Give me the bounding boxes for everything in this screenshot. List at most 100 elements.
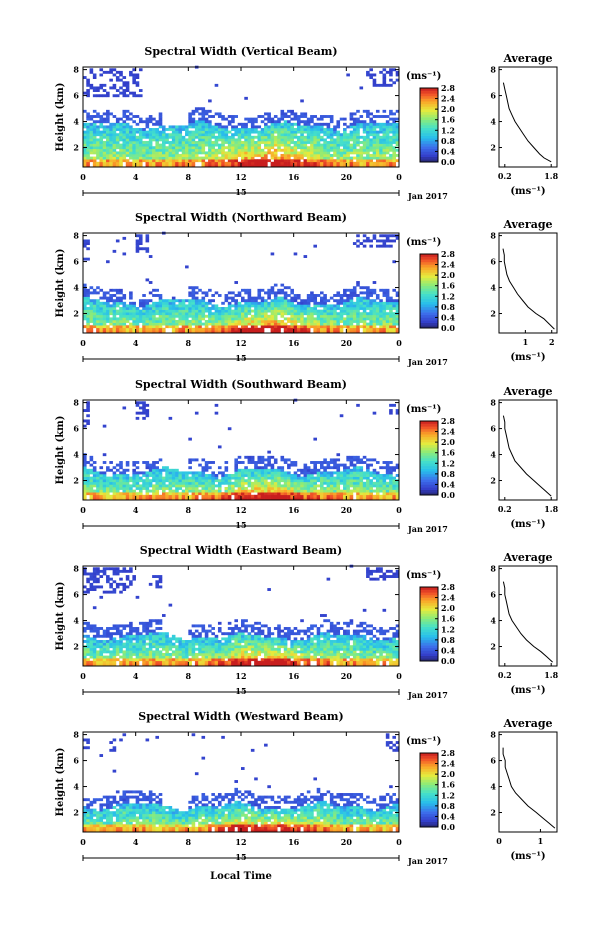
heatmap-cell	[99, 115, 104, 118]
heatmap-cell	[135, 466, 140, 470]
heatmap-cell	[343, 497, 347, 501]
heatmap-cell	[188, 330, 192, 334]
colorbar-swatch	[420, 275, 438, 279]
heatmap-cell	[102, 453, 107, 457]
heatmap-cell	[92, 299, 97, 303]
heatmap-cell	[138, 317, 143, 321]
heatmap-cell	[171, 468, 176, 472]
heatmap-cell	[273, 122, 278, 126]
heatmap-cell	[185, 476, 189, 480]
heatmap-cell	[148, 291, 153, 295]
heatmap-cell	[125, 312, 130, 316]
heatmap-cell	[125, 320, 130, 323]
heatmap-cell	[106, 632, 110, 636]
heatmap-cell	[267, 151, 271, 155]
heatmap-cell	[132, 138, 136, 142]
heatmap-cell	[148, 327, 153, 331]
heatmap-cell	[329, 128, 334, 131]
heatmap-cell	[145, 466, 150, 470]
heatmap-cell	[188, 156, 192, 160]
heatmap-cell	[237, 489, 242, 493]
heatmap-cell	[296, 161, 301, 165]
heatmap-cell	[152, 322, 156, 326]
heatmap-cell	[115, 164, 120, 168]
heatmap-cell	[346, 304, 350, 308]
heatmap-cell	[106, 476, 110, 480]
heatmap-cell	[175, 299, 179, 303]
heatmap-cell	[231, 148, 235, 152]
heatmap-cell	[125, 489, 130, 493]
heatmap-cell	[382, 135, 387, 139]
heatmap-cell	[267, 159, 271, 163]
heatmap-cell	[362, 156, 367, 160]
heatmap-cell	[382, 288, 387, 292]
heatmap-cell	[112, 320, 117, 323]
heatmap-cell	[224, 299, 229, 303]
heatmap-cell	[106, 481, 110, 485]
heatmap-cell	[320, 317, 324, 321]
heatmap-cell	[188, 120, 192, 124]
heatmap-cell	[83, 424, 87, 428]
heatmap-cell	[217, 294, 222, 297]
heatmap-cell	[356, 489, 360, 493]
heatmap-cell	[191, 479, 196, 483]
heatmap-cell	[194, 148, 199, 152]
heatmap-cell	[86, 309, 90, 313]
heatmap-cell	[254, 481, 258, 485]
colorbar-swatch	[420, 487, 438, 491]
heatmap-cell	[132, 494, 136, 498]
heatmap-cell	[267, 481, 271, 485]
heatmap-cell	[303, 146, 308, 150]
heatmap-cell	[138, 330, 143, 334]
colorbar-frame	[419, 253, 439, 329]
heatmap-cell	[323, 479, 327, 483]
heatmap-cell	[129, 650, 133, 654]
heatmap-cell	[306, 307, 311, 310]
heatmap-cell	[83, 288, 87, 292]
heatmap-cell	[293, 314, 298, 318]
heatmap-cell	[343, 288, 347, 292]
heatmap-cell	[320, 314, 324, 318]
colorbar-swatch	[420, 452, 438, 456]
heatmap-cell	[241, 146, 245, 150]
heatmap-cell	[231, 161, 235, 165]
heatmap-cell	[158, 143, 163, 147]
heatmap-cell	[152, 468, 156, 472]
heatmap-cell	[303, 304, 308, 308]
heatmap-cell	[296, 314, 301, 318]
heatmap-cell	[115, 650, 120, 654]
heatmap-cell	[198, 299, 202, 303]
heatmap-cell	[185, 489, 189, 493]
heatmap-cell	[122, 582, 127, 586]
heatmap-cell	[343, 128, 347, 131]
chart-title: Spectral Width (Northward Beam)	[135, 211, 347, 224]
heatmap-cell	[234, 322, 239, 326]
heatmap-cell	[214, 322, 219, 326]
heatmap-cell	[287, 299, 291, 303]
heatmap-cell	[385, 291, 390, 295]
heatmap-cell	[375, 83, 380, 87]
heatmap-cell	[346, 296, 350, 300]
heatmap-cell	[211, 479, 215, 483]
heatmap-cell	[178, 487, 183, 490]
heatmap-cell	[145, 492, 150, 496]
heatmap-cell	[296, 487, 301, 490]
heatmap-cell	[102, 143, 107, 147]
heatmap-cell	[145, 409, 150, 412]
heatmap-cell	[86, 627, 90, 630]
heatmap-cell	[96, 479, 100, 483]
heatmap-cell	[115, 128, 120, 131]
heatmap-cell	[214, 497, 219, 501]
heatmap-cell	[270, 479, 275, 483]
heatmap-cell	[191, 312, 196, 316]
heatmap-cell	[356, 244, 360, 248]
heatmap-cell	[185, 494, 189, 498]
heatmap-cell	[247, 138, 252, 142]
heatmap-cell	[96, 653, 100, 656]
heatmap-cell	[201, 107, 206, 111]
heatmap-cell	[181, 299, 186, 303]
heatmap-cell	[148, 320, 153, 323]
heatmap-cell	[208, 322, 212, 326]
heatmap-cell	[122, 634, 127, 638]
heatmap-cell	[191, 130, 196, 134]
